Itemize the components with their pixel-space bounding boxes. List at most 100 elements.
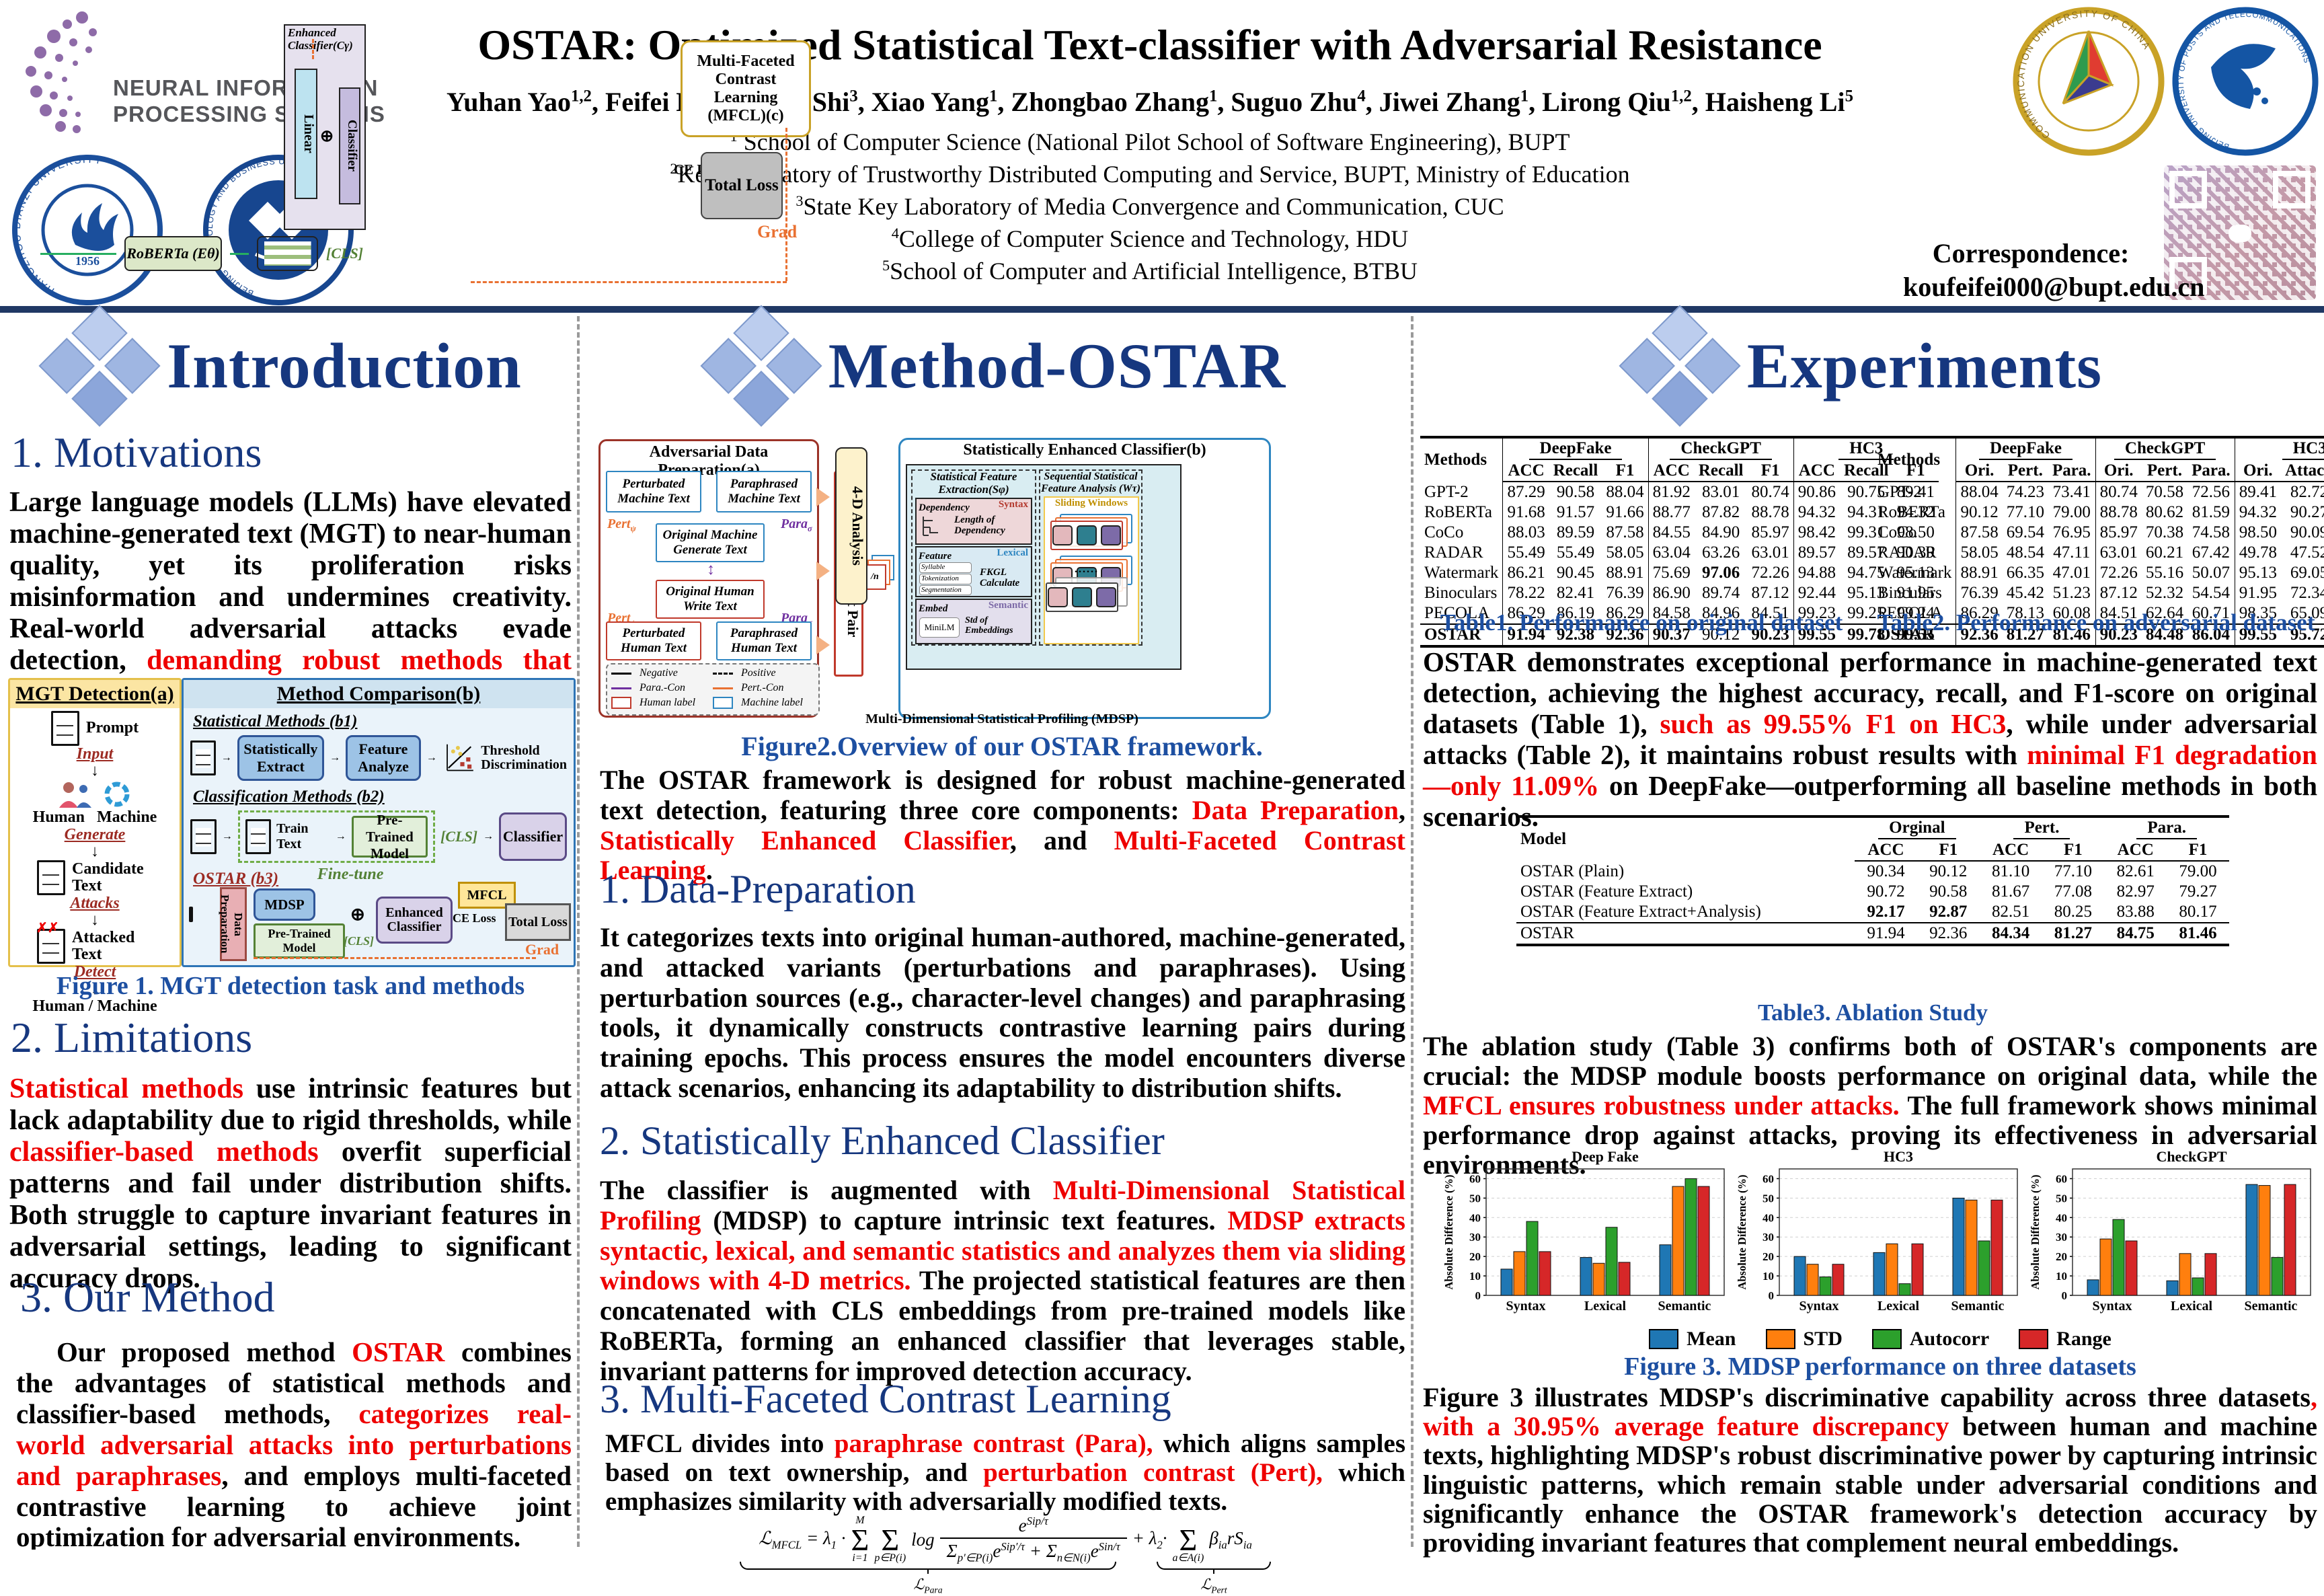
table-value-cell: 86.90 (1648, 583, 1695, 603)
minilm-box: MiniLM (919, 617, 960, 638)
fig1-panel-method-comparison: Method Comparison(b) Statistical Methods… (182, 678, 576, 967)
fig1-prompt-label: Prompt (85, 719, 139, 737)
affiliation-3: 3State Key Laboratory of Media Convergen… (417, 191, 1883, 223)
table-value-cell: 95.13 (1847, 584, 1886, 602)
fig2-feature-box: Feature Lexical Syllable Tokenization Se… (915, 546, 1032, 597)
fig1-b3-celoss-label: CE Loss (453, 911, 496, 925)
table-value-cell: 83.01 (1702, 483, 1740, 501)
table-subcol-header: F1 (1916, 840, 1980, 862)
table-row: RADAR 58.05 48.54 47.11 63.01 60.21 67.42 49.78… (1873, 543, 2324, 563)
table-row: CoCo 88.03 89.59 87.58 84.55 84.90 85.97 98.42 9… (1420, 523, 1939, 543)
table-row: Watermark 88.91 66.35 47.01 72.26 55.16 50.07 9… (1873, 563, 2324, 583)
table-value-cell: 76.39 (1606, 584, 1644, 602)
oplus-icon: ⊕ (350, 905, 365, 924)
fig2-classifier-box: Classifier (339, 87, 360, 204)
table-value-cell: 74.23 (2006, 483, 2044, 501)
table-value-cell: 89.41 (1896, 483, 1935, 501)
text-segment: 1,2 (570, 87, 592, 106)
bar-std-semantic (1965, 1199, 1978, 1296)
table-group-header: Pert. (1980, 816, 2105, 840)
text-segment: , Haisheng Li (1691, 87, 1845, 117)
table-subcol-header: Recall (1839, 461, 1893, 482)
fig1-b3-pretrained-box: Pre-Trained Model (254, 923, 345, 958)
table-value-cell: 87.58 (1955, 523, 2003, 543)
table-value-cell: 89.59 (1556, 523, 1595, 541)
table-value-cell: 89.57 (1793, 543, 1840, 563)
table-method-cell: OSTAR (Plain) (1520, 862, 1625, 880)
our-method-paragraph: Our proposed method OSTAR combines the a… (16, 1336, 572, 1550)
correspondence-block: Correspondence: koufeifei000@bupt.edu.cn (1903, 237, 2204, 304)
table-value-cell: 87.12 (1751, 584, 1789, 602)
table-value-cell: 98.35 (2234, 603, 2281, 624)
table-value-cell: 51.23 (2052, 584, 2091, 602)
text-segment: , and (1009, 825, 1114, 856)
fig2-dependency-box: Dependency Syntax Length of Dependency (915, 498, 1032, 545)
table-subcol-header: F1 (1747, 461, 1794, 482)
fig1-actors-row (58, 780, 132, 809)
text-segment: Multi-Dimensional Statistical Profiling (600, 1175, 1405, 1236)
fig2-panel-statistically-enhanced: Statistically Enhanced Classifier(b) Sta… (898, 438, 1271, 719)
bar-autocorr-syntax (2112, 1219, 2125, 1296)
fig2-panel-data-preparation: Adversarial Data Preparation(a) Perturba… (598, 439, 820, 718)
table-value-cell: 63.01 (1751, 543, 1789, 562)
document-icon (189, 907, 193, 922)
bar-mean-semantic (2245, 1184, 2258, 1296)
cuc-seal: COMMUNICATION UNIVERSITY OF CHINA (2011, 5, 2167, 161)
table-value-cell: 90.27 (2290, 503, 2324, 521)
table-value-cell: 84.51 (1751, 604, 1789, 622)
table-value-cell: 82.61 (2116, 862, 2155, 880)
bar-mean-lexical (2166, 1280, 2179, 1296)
table-value-cell: 90.39 (1896, 543, 1935, 562)
table-value-cell: 92.36 (1916, 922, 1980, 945)
fig1-detect-label: Detect (73, 963, 116, 981)
y-axis-label: Absolute Difference (%) (1443, 1174, 1455, 1289)
down-arrow-icon: ↓ (91, 980, 99, 998)
bar-chart: CheckGPT 0 10 20 30 40 50 60 Syntax Lexical Semant… (2029, 1148, 2311, 1314)
method-section-header: Method-OSTAR (598, 305, 1405, 427)
text-segment: categorizes real-world adversarial attac… (16, 1398, 572, 1491)
table-value-cell: 99.24 (1896, 604, 1935, 622)
text-segment: School of Computer and Artificial Intell… (890, 257, 1418, 284)
table-value-cell: 78.13 (2006, 604, 2044, 622)
y-tick-label: 30 (1469, 1231, 1481, 1244)
table-row: OSTAR 92.36 81.27 81.46 90.23 84.48 86.04 99.55… (1873, 623, 2324, 646)
qr-finder-bl (2169, 257, 2207, 295)
table-value-cell: 60.08 (2052, 604, 2091, 622)
table-subcol-header: Pert. (2002, 461, 2048, 482)
table-value-cell: 84.96 (1702, 604, 1740, 622)
fig1-attacks-label: Attacks (70, 894, 120, 912)
table-value-cell: 65.09 (2290, 604, 2324, 622)
semantic-label: Semantic (988, 600, 1028, 611)
fig1-input-label: Input (76, 745, 114, 763)
x-category-label: Syntax (2093, 1299, 2132, 1314)
bar-autocorr-syntax (1526, 1221, 1539, 1296)
x-category-label: Semantic (1658, 1299, 1711, 1314)
text-segment: Para (781, 517, 808, 531)
bar-std-semantic (2258, 1185, 2271, 1296)
text-segment: use intrinsic features but lack adaptabi… (9, 1073, 572, 1137)
table-row: RoBERTa 91.68 91.57 91.66 88.77 87.82 88.78 94.… (1420, 502, 1939, 523)
openai-logo-icon (104, 782, 130, 807)
fig2-paraphrased-machine-box: Paraphrased Machine Text (716, 471, 812, 512)
text-segment: , Suguo Zhu (1217, 87, 1358, 117)
bar-std-syntax (1806, 1264, 1819, 1296)
fig2-roberta-row: RoBERTa (Eθ) [CLS] (40, 234, 363, 273)
y-tick-label: 20 (2056, 1250, 2067, 1263)
x-category-label: Lexical (1877, 1299, 1920, 1314)
legend-swatch (1765, 1329, 1795, 1349)
feature-label: Feature (919, 551, 952, 562)
bar-mean-syntax (2087, 1279, 2099, 1296)
table-value-cell: 63.01 (2095, 543, 2142, 563)
svg-text:1956: 1956 (75, 254, 100, 268)
fig2-roberta-box: RoBERTa (Eθ) (124, 236, 223, 271)
human-label-swatch (611, 697, 631, 709)
bar-autocorr-semantic (1684, 1178, 1697, 1296)
right-arrow-icon: → (483, 831, 494, 842)
text-segment: 1,2 (1670, 87, 1692, 106)
table-value-cell: 67.42 (2192, 543, 2230, 562)
bar-range-lexical (2204, 1253, 2217, 1296)
table-value-cell: 85.97 (1751, 523, 1789, 541)
table-subcol-header: ACC (1793, 461, 1840, 482)
text-segment: The OSTAR framework is designed for robu… (600, 765, 1405, 825)
qr-finder-tl (2169, 171, 2207, 208)
